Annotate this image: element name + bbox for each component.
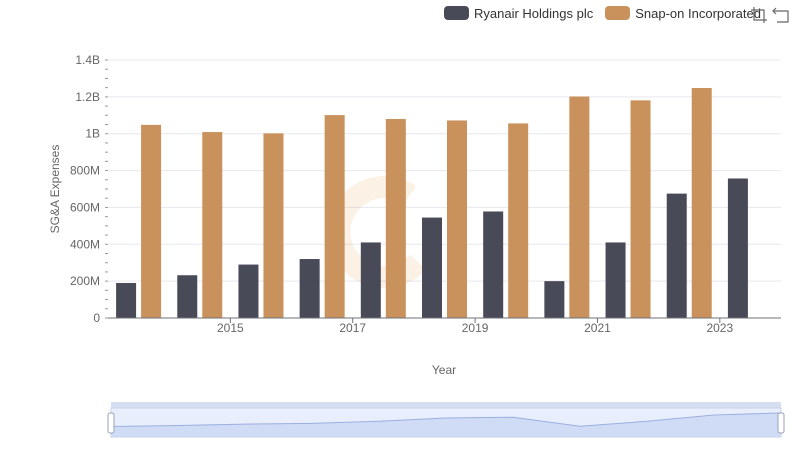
bar-snapon-2017 <box>324 115 345 318</box>
x-axis-title: Year <box>432 363 456 377</box>
bar-ryanair-2024 <box>727 178 748 318</box>
bar-snapon-2021 <box>569 96 590 318</box>
legend-swatch-ryanair <box>444 6 469 20</box>
x-tick-label: 2019 <box>462 321 489 335</box>
legend: Ryanair Holdings plc Snap-on Incorporate… <box>444 3 773 23</box>
x-tick-label: 2015 <box>217 321 244 335</box>
bar-snapon-2023 <box>691 88 712 318</box>
legend-item-snapon[interactable]: Snap-on Incorporated <box>605 6 761 21</box>
bar-ryanair-2021 <box>544 281 565 318</box>
bar-snapon-2020 <box>508 123 529 318</box>
bar-ryanair-2017 <box>299 259 320 318</box>
y-tick-label: 1.4B <box>75 53 100 67</box>
bar-snapon-2014 <box>141 124 162 319</box>
zoom-preview-area <box>111 413 781 437</box>
y-tick-label: 400M <box>70 237 100 251</box>
bar-snapon-2022 <box>630 100 651 318</box>
zoom-top-bar <box>111 402 781 408</box>
bar-snapon-2019 <box>447 120 467 319</box>
bar-ryanair-2015 <box>177 275 198 318</box>
bar-ryanair-2018 <box>360 242 381 318</box>
restore-icon[interactable] <box>772 6 790 24</box>
y-tick-label: 800M <box>70 164 100 178</box>
bar-ryanair-2016 <box>238 264 259 318</box>
zoom-preview-line <box>110 412 782 427</box>
bar-ryanair-2022 <box>605 242 626 318</box>
x-tick-label: 2023 <box>706 321 733 335</box>
bar-ryanair-2020 <box>483 211 504 318</box>
legend-label-snapon: Snap-on Incorporated <box>635 5 761 21</box>
y-axis-title: SG&A Expenses <box>48 145 62 234</box>
data-zoom-slider[interactable] <box>107 402 785 438</box>
bar-snapon-2016 <box>263 133 284 318</box>
y-tick-label: 1.2B <box>75 90 100 104</box>
zoom-handle-left[interactable] <box>107 412 115 434</box>
x-tick-label: 2017 <box>339 321 366 335</box>
bar-snapon-2018 <box>385 118 406 318</box>
bar-ryanair-2014 <box>116 282 137 318</box>
bar-ryanair-2019 <box>422 217 442 318</box>
bar-snapon-2015 <box>202 132 223 318</box>
legend-label-ryanair: Ryanair Holdings plc <box>474 5 594 21</box>
toolbox <box>746 6 790 24</box>
y-tick-label: 600M <box>70 200 100 214</box>
legend-swatch-snapon <box>605 6 631 20</box>
zoom-icon[interactable] <box>750 6 768 24</box>
x-tick-label: 2021 <box>584 321 611 335</box>
y-tick-label: 1B <box>85 127 100 141</box>
y-tick-label: 200M <box>70 274 100 288</box>
bar-ryanair-2023 <box>666 193 687 318</box>
zoom-handle-right[interactable] <box>777 412 785 434</box>
y-tick-label: 0 <box>93 311 100 325</box>
legend-item-ryanair[interactable]: Ryanair Holdings plc <box>444 6 593 21</box>
